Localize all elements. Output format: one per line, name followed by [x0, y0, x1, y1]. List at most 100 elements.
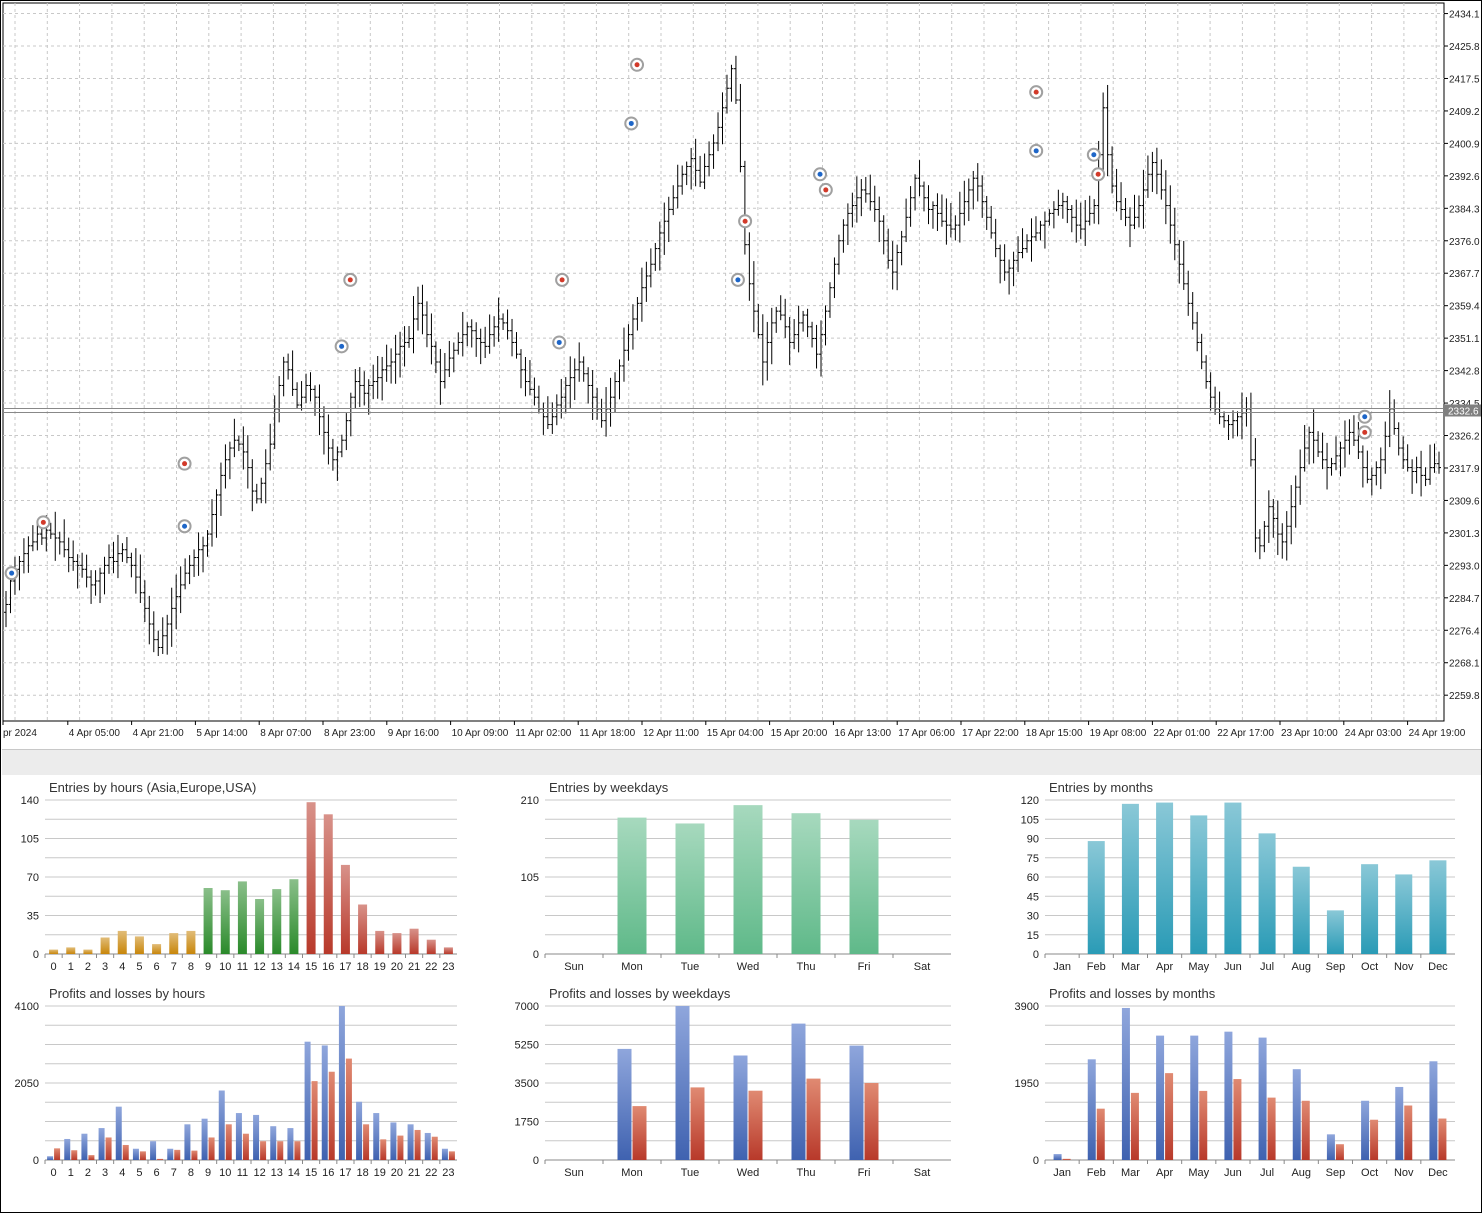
y-tick-label: 2268.1	[1449, 659, 1480, 670]
loss-bar	[414, 1129, 421, 1160]
bar	[255, 899, 265, 954]
loss-bar	[632, 1106, 647, 1160]
x-tick-label: Oct	[1361, 1167, 1378, 1179]
x-tick-label: 17	[339, 1167, 351, 1179]
profit-bar	[1292, 1069, 1301, 1160]
loss-bar	[54, 1148, 61, 1160]
x-tick-label: Apr	[1156, 1167, 1173, 1179]
loss-bar	[88, 1155, 95, 1160]
y-tick-label: 0	[1033, 1155, 1039, 1167]
bar	[220, 890, 230, 954]
bar	[1121, 803, 1139, 954]
y-tick-label: 0	[533, 949, 539, 961]
y-tick-label: 5250	[515, 1040, 539, 1052]
x-tick-label: 23	[442, 961, 454, 973]
bar	[443, 947, 453, 954]
profit-bar	[390, 1122, 397, 1160]
profit-bar	[253, 1114, 260, 1160]
x-tick-label: 20	[391, 961, 403, 973]
x-tick-label: 19	[374, 961, 386, 973]
loss-bar	[864, 1083, 879, 1160]
x-tick-label: Sep	[1326, 961, 1346, 973]
x-tick-label: 3	[102, 961, 108, 973]
y-tick-label: 2309.6	[1449, 496, 1480, 507]
bar	[1326, 910, 1344, 954]
x-tick-label: 9 Apr 16:00	[388, 728, 440, 739]
entries-by-months-panel: Entries by months 0 15 30 45 60 75 90 105 120 Jan F…	[1001, 776, 1481, 981]
y-tick-label: 90	[1027, 834, 1039, 846]
bar	[186, 930, 196, 954]
y-tick-label: 0	[533, 1155, 539, 1167]
panel-title: Profits and losses by weekdays	[549, 986, 731, 1001]
loss-bar	[174, 1149, 181, 1160]
x-tick-label: Jun	[1224, 961, 1242, 973]
bars	[617, 1006, 879, 1160]
x-tick-label: Sep	[1326, 1167, 1346, 1179]
profit-bar	[733, 1055, 748, 1160]
entries-by-months-chart: Entries by months 0 15 30 45 60 75 90 105 120 Jan F…	[1021, 780, 1455, 973]
x-tick-label: 3	[102, 1167, 108, 1179]
x-tick-label: 13	[271, 1167, 283, 1179]
x-tick-label: 10	[219, 961, 231, 973]
y-tick-label: 2317.9	[1449, 464, 1480, 475]
x-tick-label: Sat	[914, 1167, 931, 1179]
bar	[375, 930, 385, 954]
loss-bar	[328, 1071, 335, 1160]
bar	[169, 933, 179, 954]
y-tick-label: 2409.2	[1449, 107, 1480, 118]
x-tick-label: 24 Apr 19:00	[1409, 728, 1466, 739]
x-tick-label: 11	[237, 1167, 248, 1179]
chart-separator[interactable]	[2, 749, 1481, 775]
profit-bar	[304, 1041, 311, 1160]
profit-bar	[1258, 1037, 1267, 1160]
entries-by-weekdays-panel: Entries by weekdays 0 105 210 Sun Mon Tue Wed Th…	[501, 776, 981, 981]
profit-bar	[64, 1138, 71, 1160]
x-tick-label: May	[1188, 1167, 1209, 1179]
x-tick-label: Jan	[1053, 1167, 1071, 1179]
x-tick-label: 11 Apr 18:00	[579, 728, 635, 739]
x-tick-label: 21	[408, 961, 420, 973]
loss-bar	[690, 1087, 705, 1160]
loss-bar	[1165, 1073, 1174, 1160]
loss-bar	[260, 1141, 267, 1160]
buy-marker-dot	[1091, 152, 1097, 158]
x-tick-label: 14	[288, 961, 300, 973]
bar	[66, 947, 76, 954]
entries-by-weekdays-chart: Entries by weekdays 0 105 210 Sun Mon Tue Wed Th…	[521, 780, 951, 973]
loss-bar	[294, 1141, 301, 1160]
loss-bar	[1370, 1119, 1379, 1160]
x-tick-label: Aug	[1291, 1167, 1311, 1179]
loss-bar	[806, 1078, 821, 1160]
bar	[49, 949, 59, 954]
y-tick-label: 0	[33, 949, 39, 961]
sell-marker-dot	[823, 187, 829, 193]
sell-marker-dot	[1033, 89, 1039, 95]
loss-bar	[1096, 1108, 1105, 1160]
bars	[1053, 1007, 1447, 1160]
x-tick-label: May	[1188, 961, 1209, 973]
x-tick-label: 17 Apr 06:00	[898, 728, 955, 739]
x-tick-label: Apr	[1156, 961, 1173, 973]
sell-marker-dot	[347, 277, 353, 283]
y-tick-label: 140	[21, 795, 39, 807]
x-tick-label: 15 Apr 20:00	[771, 728, 828, 739]
y-tick-label: 2351.1	[1449, 334, 1480, 345]
bar	[1190, 815, 1208, 954]
loss-bar	[105, 1137, 112, 1160]
x-tick-label: 11 Apr 02:00	[515, 728, 571, 739]
price-chart[interactable]: 2434.1 2425.8 2417.5 2409.2 2400.9 2392.6 2384…	[1, 1, 1481, 749]
x-tick-label: 15	[305, 1167, 317, 1179]
x-tick-label: 1	[68, 961, 74, 973]
buy-marker-dot	[628, 120, 634, 126]
x-tick-label: Mon	[621, 1167, 642, 1179]
x-tick-label: Mon	[621, 961, 642, 973]
x-tick-label: 8	[188, 1167, 194, 1179]
y-tick-label: 2417.5	[1449, 74, 1480, 85]
x-tick-label: 17	[339, 961, 351, 973]
y-tick-label: 3500	[515, 1078, 539, 1090]
panel-title: Profits and losses by hours	[49, 986, 206, 1001]
x-tick-label: 22	[425, 961, 437, 973]
x-tick-label: 12 Apr 11:00	[643, 728, 699, 739]
x-tick-label: Dec	[1428, 1167, 1448, 1179]
x-tick-label: Thu	[797, 961, 816, 973]
